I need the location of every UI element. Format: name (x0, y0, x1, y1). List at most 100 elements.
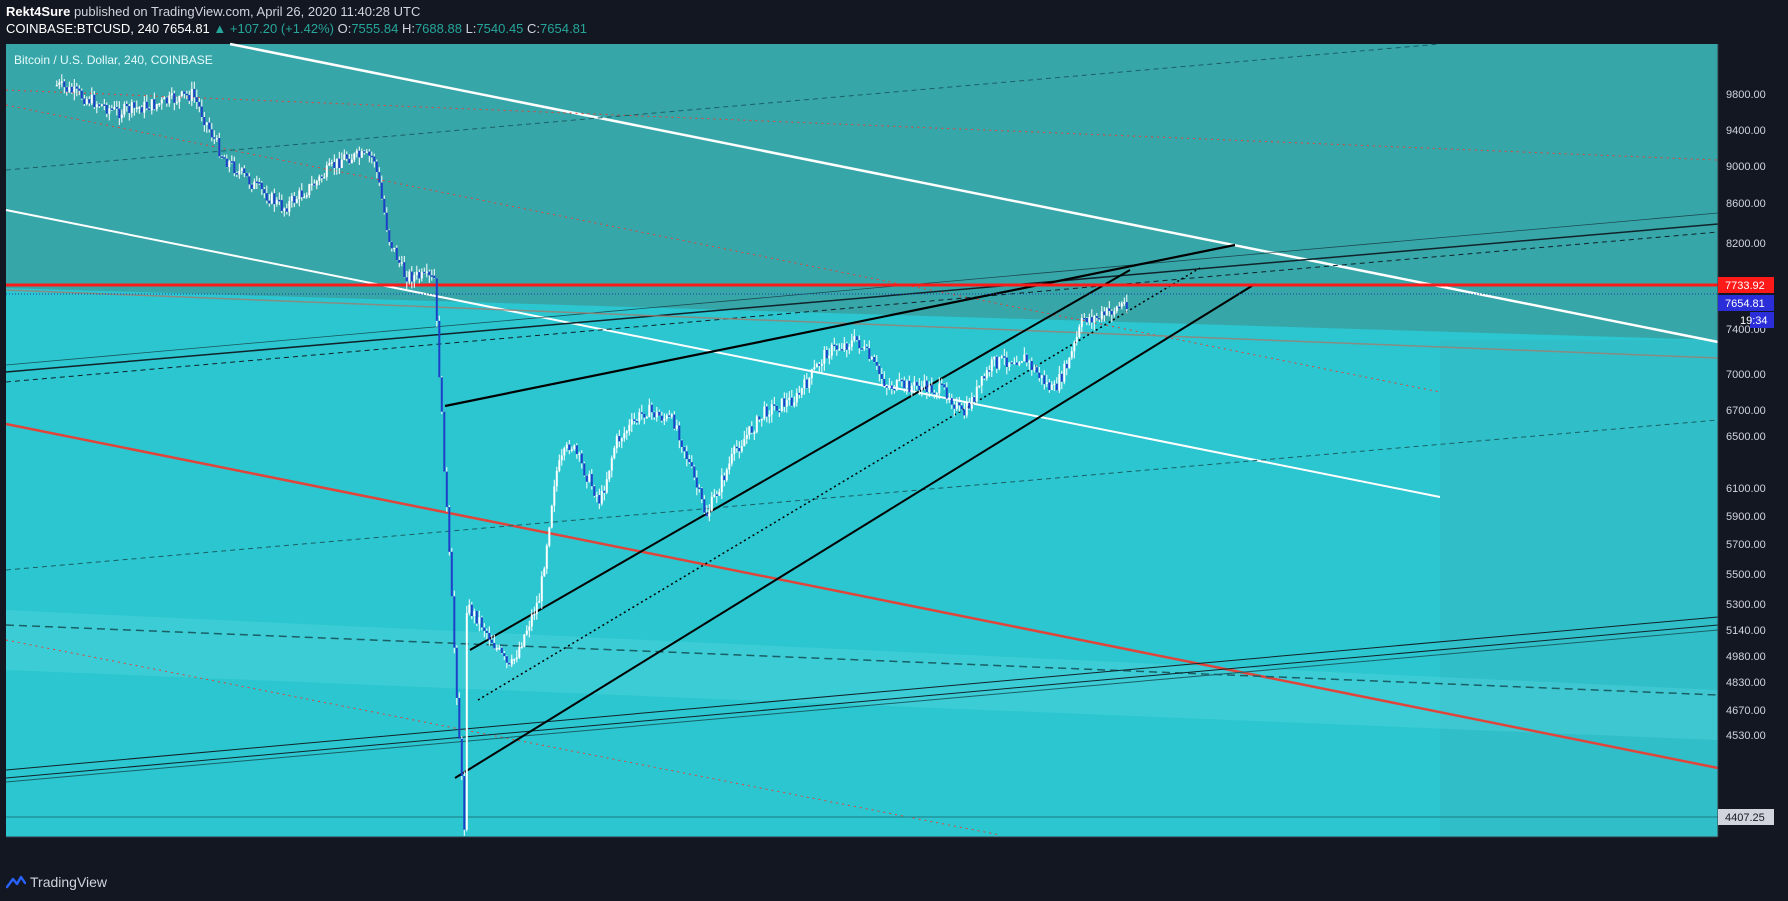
candle-body (980, 376, 983, 386)
candle-body (530, 614, 533, 627)
candle-body (735, 446, 738, 449)
candle-body (923, 380, 926, 387)
candle-body (200, 106, 203, 118)
candle-body (720, 475, 723, 493)
candle-body (525, 630, 528, 635)
candle-body (660, 415, 663, 421)
candle-body (1008, 362, 1011, 368)
symbol-label[interactable]: COINBASE:BTCUSD, 240 (6, 21, 160, 36)
candle-body (593, 486, 596, 496)
candle-body (778, 410, 781, 413)
candle-body (615, 436, 618, 449)
candle-body (268, 200, 271, 204)
candle-body (263, 189, 266, 194)
candle-body (303, 196, 306, 199)
candles (55, 74, 1128, 836)
candle-body (765, 406, 768, 417)
bottom-channel-1 (5, 616, 1719, 771)
red-descending-line (5, 422, 1719, 770)
candle-body (1023, 354, 1026, 362)
candle-body (518, 646, 521, 658)
brand-label: TradingView (30, 874, 108, 890)
candle-body (770, 404, 773, 415)
candle-body (763, 406, 766, 419)
candle-body (315, 180, 318, 186)
price-tick-label: 4530.00 (1726, 730, 1766, 742)
candle-body (775, 405, 778, 411)
candle-body (585, 475, 588, 482)
candle-body (1045, 382, 1048, 385)
candle-body (373, 156, 376, 162)
candle-body (475, 611, 478, 624)
candle-body (930, 384, 933, 393)
candle-body (940, 383, 943, 386)
candle-body (138, 107, 141, 109)
candle-body (768, 414, 771, 417)
black-long-line (5, 223, 1719, 373)
price-tick-label: 6500.00 (1726, 431, 1766, 443)
candle-body (820, 363, 823, 366)
candle-body (1058, 373, 1061, 391)
price-tick-label: 4830.00 (1726, 677, 1766, 689)
resistance-tag-bg (1718, 277, 1774, 293)
candle-body (553, 486, 556, 506)
candle-body (238, 170, 241, 175)
candle-body (668, 415, 671, 417)
price-axis-ticks: 9800.009400.009000.008600.008200.007800.… (1726, 89, 1766, 742)
candle-body (478, 617, 481, 624)
candle-body (1080, 317, 1083, 327)
candle-body (1010, 362, 1013, 364)
candle-body (293, 196, 296, 203)
tradingview-brand[interactable]: TradingView (6, 874, 107, 890)
candle-body (1090, 317, 1093, 323)
candle-body (725, 469, 728, 481)
candle-body (803, 379, 806, 389)
candle-body (125, 103, 128, 107)
candle-body (1085, 318, 1088, 323)
candle-body (1005, 357, 1008, 368)
candle-body (738, 448, 741, 452)
candle-body (783, 398, 786, 407)
candle-body (815, 364, 818, 368)
candle-body (390, 241, 393, 249)
black-long-line-2 (5, 212, 1719, 366)
candle-body (565, 444, 568, 449)
price-chart[interactable]: Bitcoin / U.S. Dollar, 240, COINBASE 980… (0, 42, 1788, 844)
candle-body (258, 182, 261, 184)
candle-body (1018, 362, 1021, 365)
candle-body (123, 103, 126, 115)
candle-body (278, 199, 281, 202)
candle-body (570, 449, 573, 451)
candle-body (1003, 356, 1006, 358)
candle-body (790, 397, 793, 406)
candle-body (1063, 363, 1066, 382)
candle-body (743, 438, 746, 447)
candle-body (230, 161, 233, 163)
candle-body (748, 426, 751, 435)
candle-body (290, 196, 293, 202)
time-axis[interactable] (0, 837, 1788, 844)
candle-body (365, 151, 368, 154)
candle-body (150, 99, 153, 111)
candle-body (610, 458, 613, 471)
candle-body (860, 348, 863, 350)
candle-body (645, 417, 648, 419)
candle-body (698, 487, 701, 490)
candle-body (523, 634, 526, 647)
author-name[interactable]: Rekt4Sure (6, 4, 71, 19)
candle-body (638, 412, 641, 422)
candle-body (630, 419, 633, 425)
candle-body (170, 93, 173, 96)
candle-body (323, 176, 326, 179)
candle-body (958, 402, 961, 406)
candle-body (595, 495, 598, 497)
candle-body (63, 81, 66, 88)
candle-body (805, 379, 808, 389)
price-axis[interactable] (1718, 44, 1788, 837)
candle-body (188, 94, 191, 101)
candle-body (378, 172, 381, 183)
candle-body (235, 173, 238, 175)
candle-body (460, 738, 463, 777)
candle-body (963, 409, 966, 416)
candle-body (340, 159, 343, 168)
